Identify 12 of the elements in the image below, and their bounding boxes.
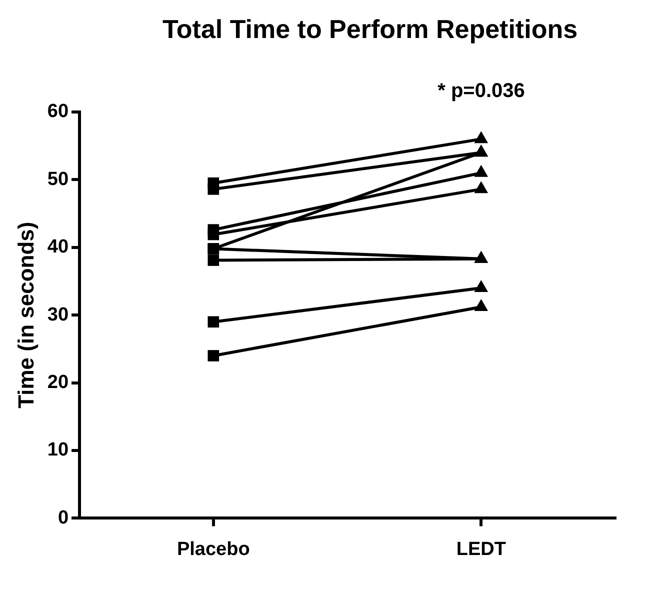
y-tick-label: 20 bbox=[47, 372, 69, 394]
y-axis-title: Time (in seconds) bbox=[13, 222, 38, 408]
y-tick-label: 60 bbox=[47, 101, 69, 122]
y-tick-label: 50 bbox=[47, 168, 69, 190]
chart-title: Total Time to Perform Repetitions bbox=[161, 14, 579, 45]
y-tick-label: 40 bbox=[47, 236, 69, 258]
y-tick-label: 0 bbox=[58, 507, 69, 528]
x-tick-label: LEDT bbox=[456, 538, 506, 560]
y-tick-label: 10 bbox=[47, 440, 69, 461]
text: * p=0.036 bbox=[438, 80, 525, 103]
y-tick-label: 30 bbox=[47, 304, 69, 326]
x-tick-label: Placebo bbox=[176, 538, 250, 560]
